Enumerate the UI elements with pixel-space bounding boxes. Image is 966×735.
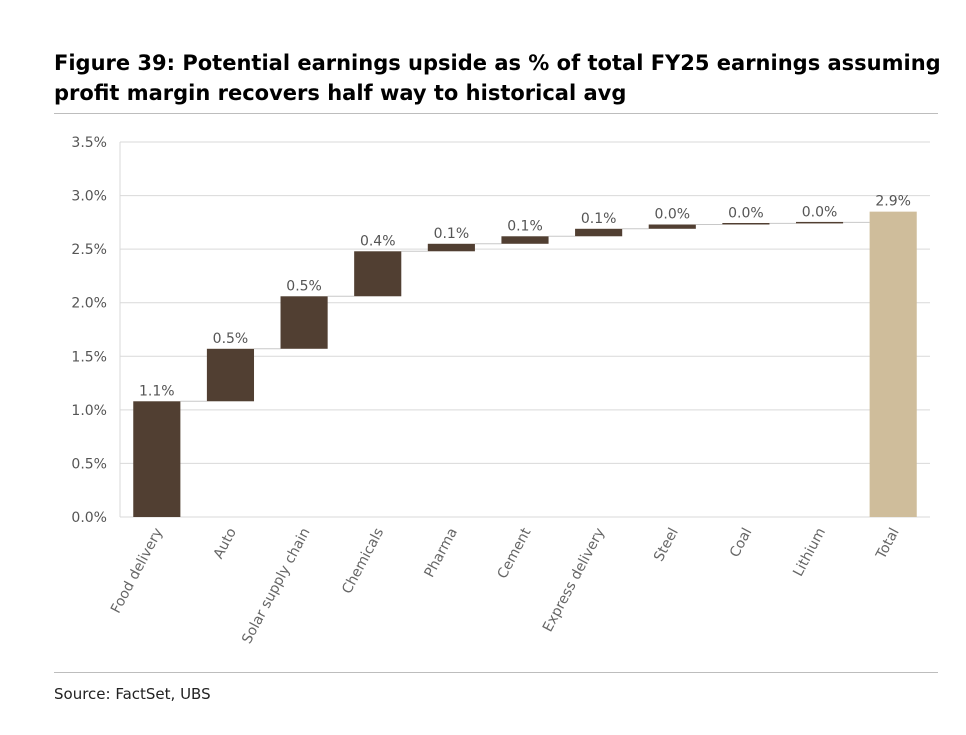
data-label: 1.1% xyxy=(139,383,175,399)
data-label: 0.0% xyxy=(802,204,838,220)
x-category-label: Auto xyxy=(211,525,240,561)
gridlines xyxy=(119,141,930,518)
bottom-divider xyxy=(54,672,938,673)
bar-chemicals xyxy=(354,251,402,297)
y-tick-label: 0.0% xyxy=(71,510,107,526)
bar-auto xyxy=(206,348,255,402)
figure-title: Figure 39: Potential earnings upside as … xyxy=(54,51,941,105)
bar-express-delivery xyxy=(575,228,623,237)
y-tick-label: 1.5% xyxy=(71,349,107,365)
bars xyxy=(133,211,917,517)
y-tick-label: 2.5% xyxy=(71,242,107,258)
bar-coal xyxy=(722,223,770,225)
data-label: 0.0% xyxy=(654,207,690,223)
x-category-label: Cement xyxy=(495,525,535,582)
connector-lines xyxy=(180,221,870,402)
data-label: 0.5% xyxy=(213,331,249,347)
y-tick-label: 0.5% xyxy=(71,456,107,472)
x-category-label: Express delivery xyxy=(540,525,608,634)
bar-solar-supply-chain xyxy=(280,296,328,349)
bar-steel xyxy=(648,224,696,229)
bar-pharma xyxy=(427,243,475,252)
x-category-label: Steel xyxy=(651,525,682,564)
source-note: Source: FactSet, UBS xyxy=(54,685,211,703)
data-label: 0.1% xyxy=(581,211,617,227)
data-label: 0.5% xyxy=(286,278,322,294)
data-label: 0.0% xyxy=(728,205,764,221)
x-category-label: Food delivery xyxy=(108,525,166,616)
y-axis-ticks: 0.0% 0.5% 1.0% 1.5% 2.0% 2.5% 3.0% 3.5% xyxy=(71,135,107,526)
data-label: 2.9% xyxy=(875,194,911,210)
x-category-label: Total xyxy=(873,525,903,562)
data-label: 0.1% xyxy=(434,226,470,242)
x-axis-categories: Food delivery Auto Solar supply chain Chemi… xyxy=(108,525,903,647)
x-category-label: Chemicals xyxy=(339,525,387,596)
y-tick-label: 1.0% xyxy=(71,403,107,419)
bar-lithium xyxy=(795,221,844,224)
data-label: 0.1% xyxy=(507,218,543,234)
data-labels: 1.1% 0.5% 0.5% 0.4% 0.1% 0.1% 0.1% 0.0% 0.0% 0.0%… xyxy=(139,194,911,400)
y-tick-label: 2.0% xyxy=(71,296,107,312)
y-tick-label: 3.5% xyxy=(71,135,107,151)
top-divider xyxy=(54,113,938,114)
x-category-label: Coal xyxy=(727,525,756,560)
x-category-label: Lithium xyxy=(790,525,829,579)
bar-cement xyxy=(501,236,549,244)
bar-total xyxy=(869,211,917,517)
bar-food-delivery xyxy=(133,401,181,517)
x-category-label: Pharma xyxy=(422,525,461,580)
x-category-label: Solar supply chain xyxy=(239,525,314,646)
y-tick-label: 3.0% xyxy=(71,189,107,205)
data-label: 0.4% xyxy=(360,233,396,249)
